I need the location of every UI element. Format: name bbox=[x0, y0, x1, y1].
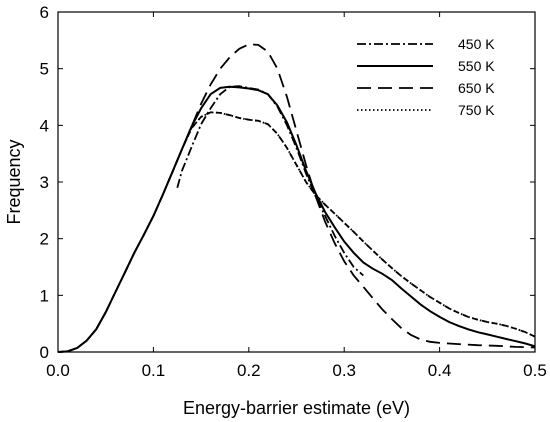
legend-label-2: 650 K bbox=[458, 80, 495, 96]
series-line-2 bbox=[57, 43, 536, 353]
x-tick-label-2: 0.2 bbox=[237, 361, 261, 380]
y-tick-label-5: 5 bbox=[40, 60, 49, 79]
tick-labels: 0.0 0.1 0.2 0.3 0.4 0.5 0 1 2 3 4 5 6 bbox=[40, 3, 547, 380]
plot-lines bbox=[57, 43, 536, 353]
y-tick-label-6: 6 bbox=[40, 3, 49, 22]
x-axis-title: Energy-barrier estimate (eV) bbox=[183, 398, 410, 418]
x-tick-label-1: 0.1 bbox=[142, 361, 166, 380]
y-tick-label-4: 4 bbox=[40, 116, 49, 135]
y-tick-label-3: 3 bbox=[40, 173, 49, 192]
series-line-1 bbox=[57, 85, 536, 353]
x-tick-label-0: 0.0 bbox=[46, 361, 70, 380]
y-axis-title: Frequency bbox=[4, 139, 24, 224]
legend-label-1: 550 K bbox=[458, 58, 495, 74]
x-tick-label-4: 0.4 bbox=[428, 361, 452, 380]
legend: 450 K 550 K 650 K 750 K bbox=[357, 36, 495, 118]
legend-label-0: 450 K bbox=[458, 36, 495, 52]
y-tick-label-2: 2 bbox=[40, 230, 49, 249]
axis-ticks bbox=[57, 11, 536, 353]
series-line-4 bbox=[57, 111, 536, 353]
y-tick-label-1: 1 bbox=[40, 286, 49, 305]
y-tick-label-0: 0 bbox=[40, 343, 49, 362]
legend-label-3: 750 K bbox=[458, 102, 495, 118]
x-tick-label-3: 0.3 bbox=[332, 361, 356, 380]
x-tick-label-5: 0.5 bbox=[523, 361, 547, 380]
